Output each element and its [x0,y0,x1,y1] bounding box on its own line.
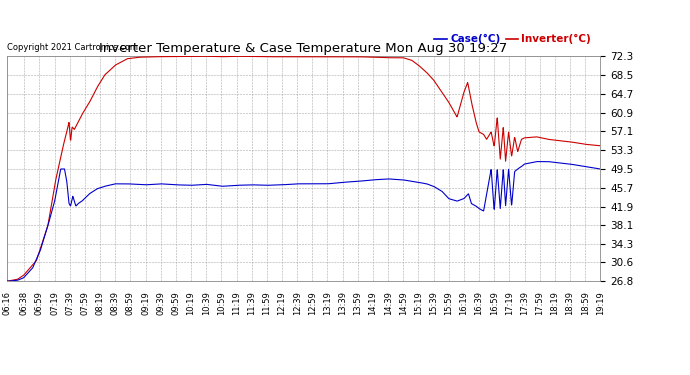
Legend: Case(°C), Inverter(°C): Case(°C), Inverter(°C) [431,30,595,48]
Title: Inverter Temperature & Case Temperature Mon Aug 30 19:27: Inverter Temperature & Case Temperature … [99,42,508,55]
Text: Copyright 2021 Cartronics.com: Copyright 2021 Cartronics.com [7,43,138,52]
